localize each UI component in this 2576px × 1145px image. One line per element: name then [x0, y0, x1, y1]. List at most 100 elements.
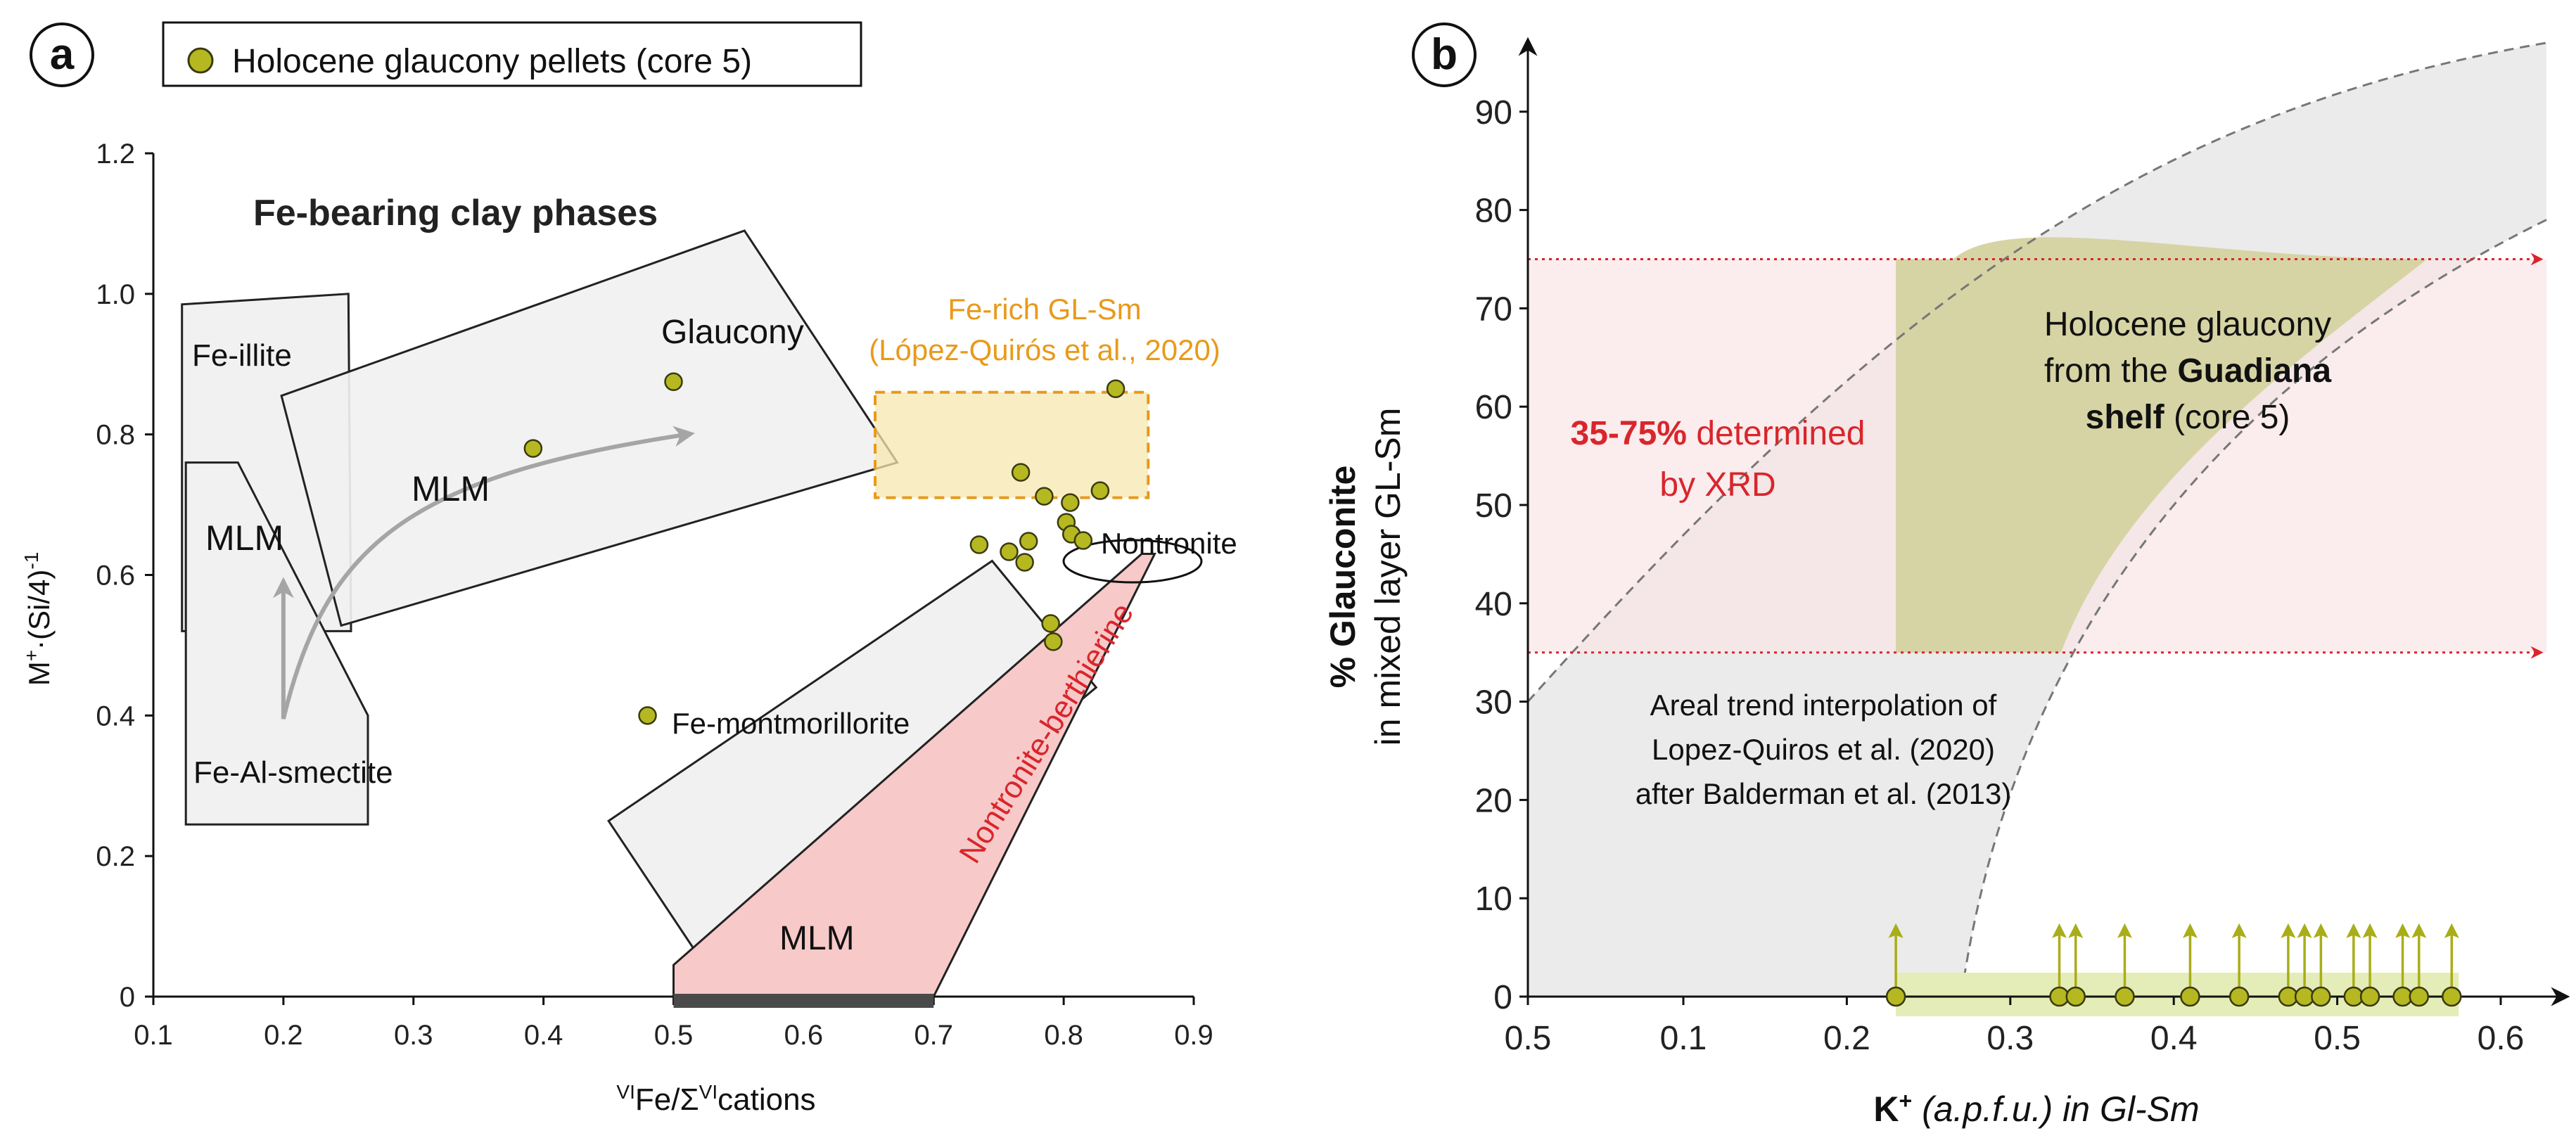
field-glaucony — [280, 229, 899, 627]
xrd-label-line2: by XRD — [1659, 466, 1775, 504]
b-y-tick-label: 90 — [1475, 94, 1512, 132]
b-x-tick-label: 0.4 — [2150, 1020, 2198, 1057]
b-data-point — [2180, 986, 2200, 1007]
a-data-point — [1011, 463, 1031, 482]
a-data-point — [1000, 542, 1019, 561]
holocene-label-line2: from the Guadiana — [2044, 352, 2331, 390]
field-mlm-lower — [607, 559, 1098, 999]
b-y-tick-label: 70 — [1475, 290, 1512, 328]
holocene-band — [1896, 237, 2428, 653]
a-data-point — [1090, 481, 1110, 500]
b-points — [1885, 923, 2462, 1007]
svg-text:b: b — [1431, 30, 1458, 79]
chart-a-ylabel: M+·(Si/4)-1 — [20, 552, 56, 686]
a-data-point — [638, 706, 657, 725]
label-mlm-glaucony: MLM — [412, 469, 490, 508]
chart-a-xlabel: VIFe/ΣVIcations — [616, 1081, 815, 1117]
b-data-point — [2311, 986, 2331, 1007]
b-x-tick-label: 0.2 — [1823, 1020, 1870, 1057]
label-mlm-left: MLM — [205, 518, 283, 558]
holocene-label-line3: shelf (core 5) — [2086, 399, 2290, 436]
b-y-tick-label: 10 — [1475, 881, 1512, 918]
chart-b-xlabel: K+ (a.p.f.u.) in Gl-Sm — [1873, 1088, 2199, 1129]
a-data-point — [1061, 493, 1080, 512]
a-x-tick-label: 0.1 — [134, 1020, 173, 1051]
b-data-point — [2409, 986, 2430, 1007]
label-glaucony: Glaucony — [661, 314, 804, 351]
b-axes: 0 10 20 30 40 50 60 70 80 90 0.5 0.1 0.2 0.3 0.4 0.5 0.6 — [1475, 37, 2570, 1057]
label-fe-al-smectite: Fe-Al-smectite — [193, 755, 393, 790]
areal-upper-boundary — [1526, 41, 2547, 703]
label-fe-illite: Fe-illite — [192, 338, 292, 373]
a-x-tick-label: 0.3 — [394, 1020, 433, 1051]
a-data-point — [664, 372, 683, 391]
a-x-tick-label: 0.6 — [784, 1020, 824, 1051]
a-fields — [181, 229, 1203, 999]
a-data-point — [1041, 614, 1060, 633]
b-y-tick-label: 20 — [1475, 782, 1512, 819]
a-axes: 0.1 0.2 0.3 0.4 0.5 0.6 0.7 0.8 0.9 0 0.2 0.4 0.6 0.8… — [96, 139, 1213, 1051]
legend-marker — [187, 47, 214, 74]
a-data-point — [969, 535, 989, 554]
a-y-tick-label: 1.0 — [96, 279, 135, 310]
b-y-tick-label: 60 — [1475, 389, 1512, 426]
b-x-tick-label: 0.1 — [1660, 1020, 1707, 1057]
b-data-point — [2115, 986, 2135, 1007]
b-x-tick-label: 0.3 — [1987, 1020, 2034, 1057]
a-data-point — [1015, 553, 1034, 572]
panel-a: a Holocene glaucony pellets (core 5) 0.1… — [20, 21, 1237, 1117]
a-y-tick-label: 0.8 — [96, 420, 135, 451]
b-y-tick-label: 40 — [1475, 586, 1512, 623]
legend-label: Holocene glaucony pellets (core 5) — [232, 43, 752, 80]
b-x-tick-label: 0.6 — [2478, 1020, 2525, 1057]
a-x-tick-label: 0.5 — [654, 1020, 694, 1051]
b-y-tick-label: 50 — [1475, 487, 1512, 525]
b-data-point — [1885, 986, 1906, 1007]
a-x-tick-label: 0.8 — [1044, 1020, 1083, 1051]
a-data-point — [1073, 531, 1093, 550]
a-y-tick-label: 1.2 — [96, 139, 135, 169]
b-y-tick-label: 80 — [1475, 193, 1512, 230]
panel-b-label: b — [1412, 23, 1477, 87]
areal-label-line1: Areal trend interpolation of — [1650, 689, 1997, 722]
a-data-point — [523, 439, 543, 458]
legend: Holocene glaucony pellets (core 5) — [162, 21, 862, 87]
a-x-bar — [673, 994, 934, 1008]
chart-b-ylabel-line2: in mixed layer GL-Sm — [1368, 408, 1408, 746]
b-data-point — [2229, 986, 2250, 1007]
a-data-point — [1106, 379, 1126, 398]
b-data-point — [2065, 986, 2086, 1007]
a-y-tick-label: 0 — [120, 982, 135, 1013]
b-y-tick-label: 0 — [1493, 979, 1512, 1016]
label-mlm-lower: MLM — [779, 920, 855, 957]
a-x-tick-label: 0.2 — [264, 1020, 303, 1051]
a-y-tick-label: 0.2 — [96, 841, 135, 872]
areal-label-line2: Lopez-Quiros et al. (2020) — [1652, 733, 1995, 766]
b-labels: 35-75% determined by XRD Holocene glaucony… — [1571, 306, 2332, 810]
b-y-tick-label: 30 — [1475, 684, 1512, 722]
xrd-label: 35-75% determined — [1571, 415, 1866, 452]
a-trend-arrows — [272, 426, 695, 720]
panel-a-label: a — [30, 23, 94, 87]
field-nontronite — [1062, 539, 1203, 584]
label-fe-rich: Fe-rich GL-Sm — [948, 293, 1141, 326]
areal-label-line3: after Balderman et al. (2013) — [1635, 777, 2012, 810]
label-nontronite: Nontronite — [1101, 527, 1237, 560]
holocene-label-line1: Holocene glaucony — [2044, 306, 2331, 343]
a-x-tick-label: 0.9 — [1174, 1020, 1213, 1051]
b-data-point — [2359, 986, 2380, 1007]
a-data-point — [1035, 487, 1054, 506]
a-data-point — [1044, 632, 1063, 651]
b-x-tick-label: 0.5 — [1505, 1020, 1552, 1057]
b-bands — [1526, 41, 2547, 1016]
a-points — [523, 372, 1126, 725]
chart-a-title: Fe-bearing clay phases — [253, 193, 658, 234]
a-x-tick-label: 0.4 — [524, 1020, 563, 1051]
label-fe-montmorillorite: Fe-montmorillorite — [672, 707, 910, 740]
svg-text:a: a — [50, 30, 75, 79]
a-y-tick-label: 0.4 — [96, 701, 135, 731]
label-fe-rich-ref: (López-Quirós et al., 2020) — [869, 333, 1220, 366]
areal-lower-boundary — [1960, 219, 2547, 997]
